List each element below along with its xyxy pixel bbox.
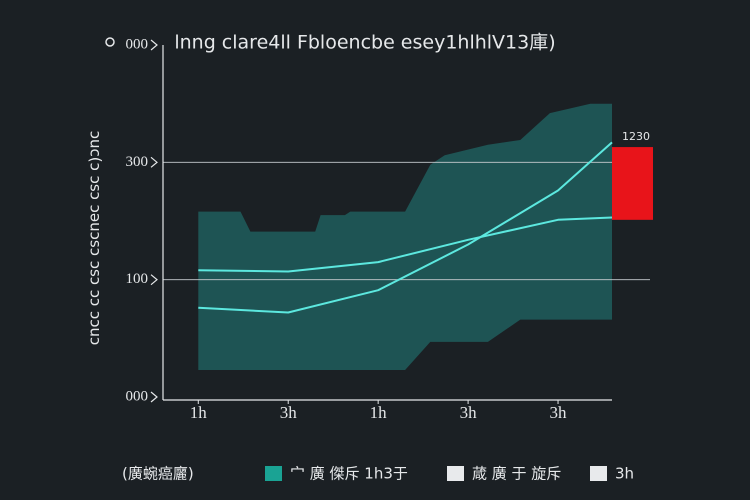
- x-tick-label: 3h: [550, 403, 568, 422]
- legend-label: 葴 廣 于 旋斥: [472, 465, 561, 483]
- legend-swatch: [447, 466, 464, 481]
- legend-swatch: [265, 466, 282, 481]
- band-area: [198, 103, 613, 370]
- y-tick-label: 100: [126, 271, 149, 287]
- x-tick-label: 1h: [190, 403, 208, 422]
- series-line: [198, 141, 613, 314]
- y-tick-label: 000: [126, 388, 149, 404]
- highlight-box: [612, 147, 653, 220]
- y-tick-label: 300: [126, 154, 149, 170]
- legend-title: (廣蜿癌廲): [122, 465, 194, 483]
- series-line: [198, 216, 613, 273]
- chart-title: lnng clare4ll Fbloencbe esey1hlhlV13庫): [174, 32, 555, 54]
- y-tick-mark: [150, 274, 158, 286]
- y-axis-label: ɔuc(ɔ ɔsɔ ɔəuɔsɔ ɔsɔ ɔɔ ɔɔuɔ: [87, 131, 105, 346]
- x-tick-label: 1h: [370, 403, 388, 422]
- legend-label: 3h: [615, 465, 634, 483]
- legend-label: 宀 廣 傑斥 1h3于: [290, 465, 408, 483]
- y-tick-mark: [150, 156, 158, 168]
- y-tick-mark: [150, 39, 158, 51]
- legend-swatch: [590, 466, 607, 481]
- decoration: [105, 37, 115, 47]
- y-tick-label: 000: [126, 36, 149, 52]
- x-tick-label: 3h: [280, 403, 298, 422]
- y-tick-mark: [150, 391, 158, 403]
- highlight-label: 1230: [622, 130, 650, 143]
- x-tick-label: 3h: [460, 403, 478, 422]
